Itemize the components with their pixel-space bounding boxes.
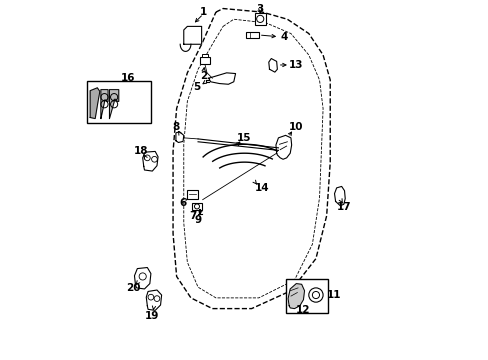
Polygon shape [146,290,162,310]
Polygon shape [275,135,291,159]
Text: 6: 6 [179,198,186,208]
Text: 10: 10 [288,122,303,132]
Polygon shape [176,132,183,143]
Bar [192,203,202,210]
Polygon shape [208,73,235,84]
Text: 3: 3 [256,4,264,14]
Text: 17: 17 [337,202,351,212]
Bar [187,190,198,199]
Text: 20: 20 [125,283,140,293]
Bar [246,32,258,38]
Text: 15: 15 [236,133,250,143]
Polygon shape [134,267,151,289]
Text: 4: 4 [280,32,287,42]
Text: 16: 16 [121,73,135,83]
Polygon shape [268,59,277,72]
Text: 11: 11 [326,290,340,300]
Text: 8: 8 [172,122,179,132]
Polygon shape [334,186,345,206]
Bar [87,81,151,123]
Bar [202,54,207,58]
Text: 9: 9 [194,215,201,225]
Text: 14: 14 [254,183,268,193]
Polygon shape [109,90,119,118]
Polygon shape [101,90,108,118]
Bar [200,58,209,64]
Text: 12: 12 [296,305,310,315]
Polygon shape [90,88,100,118]
Polygon shape [142,152,158,171]
Bar [285,279,327,313]
Polygon shape [183,26,201,44]
Text: 1: 1 [200,7,206,17]
Text: 13: 13 [288,60,303,70]
Text: 2: 2 [200,71,206,81]
Bar [254,13,265,24]
Text: 19: 19 [145,311,159,321]
Text: 5: 5 [193,82,200,92]
Text: 18: 18 [133,147,148,157]
Polygon shape [287,284,304,309]
Text: 7: 7 [189,211,196,221]
